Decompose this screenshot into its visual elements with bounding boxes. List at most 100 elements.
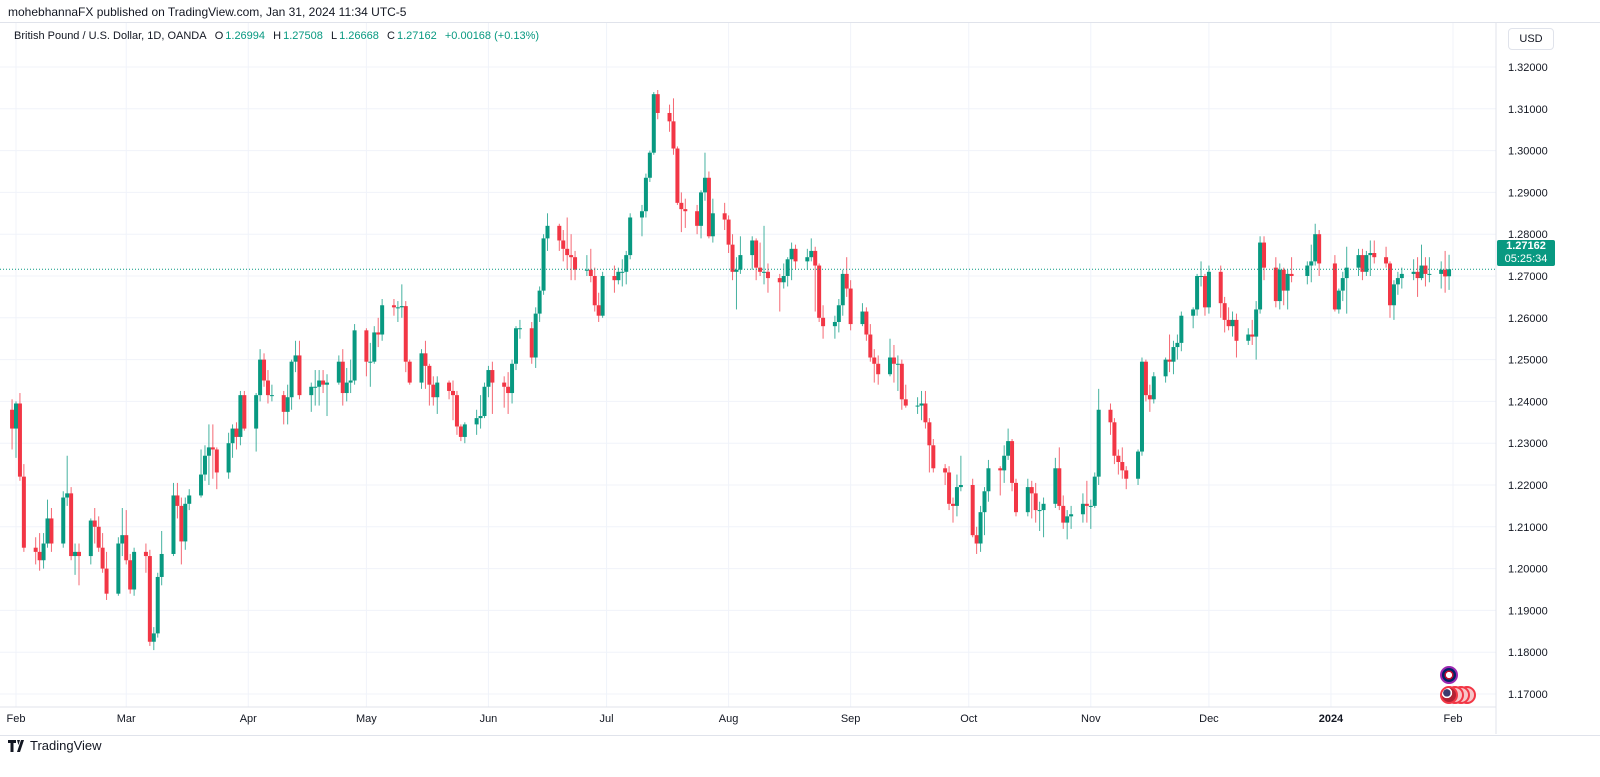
- candle-up: [785, 257, 790, 287]
- candle-up: [888, 338, 893, 377]
- low-value: 1.26668: [339, 30, 379, 42]
- candle-body: [1041, 503, 1046, 511]
- candle-body: [958, 485, 963, 488]
- candle-body: [96, 526, 101, 548]
- candle-body: [1391, 284, 1396, 306]
- candle-down: [1029, 480, 1034, 519]
- time-tick-label: Feb: [1444, 713, 1463, 725]
- candle-down: [695, 204, 700, 235]
- candle-body: [974, 535, 979, 544]
- candle-body: [1246, 334, 1251, 341]
- candle-down: [321, 370, 326, 394]
- candle-body: [407, 361, 412, 383]
- footer-brand[interactable]: TradingView: [8, 738, 102, 753]
- candle-up: [639, 204, 644, 237]
- candle-up: [230, 424, 235, 458]
- candle-up: [289, 359, 294, 410]
- candle-up: [781, 263, 786, 289]
- chart-frame: [0, 22, 1600, 736]
- candle-up: [1439, 261, 1444, 289]
- candle-body: [289, 361, 294, 398]
- candle-down: [234, 422, 239, 450]
- candle-body: [565, 248, 570, 256]
- candle-down: [817, 263, 822, 322]
- candle-up: [1364, 250, 1369, 276]
- change-value: +0.00168 (+0.13%): [444, 30, 540, 42]
- candle-down: [998, 466, 1003, 496]
- open-value: 1.26994: [225, 30, 266, 42]
- open-label: O: [214, 30, 224, 42]
- candle-body: [364, 330, 369, 362]
- candle-body: [76, 551, 81, 557]
- candle-body: [734, 269, 739, 272]
- published-caption: mohebhannaFX published on TradingView.co…: [8, 5, 407, 19]
- candle-up: [1092, 472, 1097, 508]
- candle-down: [793, 244, 798, 270]
- candle-up: [395, 301, 400, 322]
- us-flag-event-icon[interactable]: [1440, 686, 1458, 704]
- time-tick-label: 2024: [1319, 713, 1344, 725]
- candle-body: [352, 330, 357, 381]
- candle-down: [265, 370, 270, 404]
- candle-down: [569, 234, 574, 281]
- candle-up: [419, 349, 424, 389]
- time-tick-label: Dec: [1199, 713, 1219, 725]
- candle-body: [620, 271, 625, 273]
- candle-body: [242, 395, 247, 429]
- price-tick-label: 1.27000: [1508, 271, 1548, 283]
- candle-body: [675, 148, 680, 203]
- candle-body: [88, 520, 93, 557]
- candle-up: [1230, 311, 1235, 337]
- candle-body: [502, 382, 507, 387]
- candle-up: [1151, 372, 1156, 404]
- candle-body: [754, 240, 759, 268]
- candle-down: [423, 340, 428, 389]
- candle-body: [506, 386, 511, 394]
- candle-up: [14, 401, 18, 458]
- candle-down: [210, 424, 215, 479]
- candle-body: [1065, 516, 1070, 523]
- symbol-title: British Pound / U.S. Dollar, 1D, OANDA: [14, 30, 207, 42]
- candle-down: [407, 359, 412, 385]
- candle-body: [376, 332, 381, 335]
- candle-body: [321, 380, 326, 385]
- candle-down: [730, 234, 735, 281]
- candle-body: [1344, 267, 1349, 279]
- candle-body: [624, 255, 629, 272]
- candle-body: [1195, 276, 1200, 310]
- candlestick-chart[interactable]: Feb Mar Apr May Jun Jul Aug Sep Oct Nov Dec 2024 Feb…: [0, 0, 1600, 735]
- currency-button[interactable]: USD: [1508, 28, 1554, 50]
- candle-down: [242, 390, 247, 431]
- uk-flag-event-icon[interactable]: [1440, 666, 1458, 684]
- candle-down: [1112, 418, 1117, 465]
- candle-body: [1305, 265, 1310, 276]
- candle-up: [269, 384, 274, 402]
- candle-up: [1258, 236, 1263, 314]
- candle-up: [624, 250, 629, 285]
- candle-up: [258, 349, 263, 402]
- candle-body: [1368, 253, 1373, 256]
- candle-down: [1226, 307, 1231, 331]
- candle-up: [1171, 340, 1176, 375]
- candle-body: [612, 276, 617, 281]
- candle-body: [1336, 290, 1341, 310]
- candle-body: [431, 384, 436, 398]
- candle-body: [789, 248, 794, 260]
- candle-down: [1120, 447, 1125, 479]
- candle-down: [1262, 236, 1267, 281]
- candle-body: [368, 361, 373, 363]
- candle-body: [451, 390, 456, 396]
- candle-body: [100, 547, 105, 569]
- candle-down: [947, 466, 952, 511]
- candle-body: [529, 328, 534, 358]
- candle-up: [809, 238, 814, 262]
- price-tick-label: 1.19000: [1508, 605, 1548, 617]
- candle-up: [399, 284, 404, 318]
- candle-body: [588, 269, 593, 276]
- candle-up: [1069, 505, 1074, 529]
- candle-body: [1167, 359, 1172, 362]
- candle-down: [596, 292, 601, 322]
- candle-up: [65, 455, 70, 506]
- candle-body: [1309, 261, 1314, 266]
- candle-down: [813, 246, 818, 312]
